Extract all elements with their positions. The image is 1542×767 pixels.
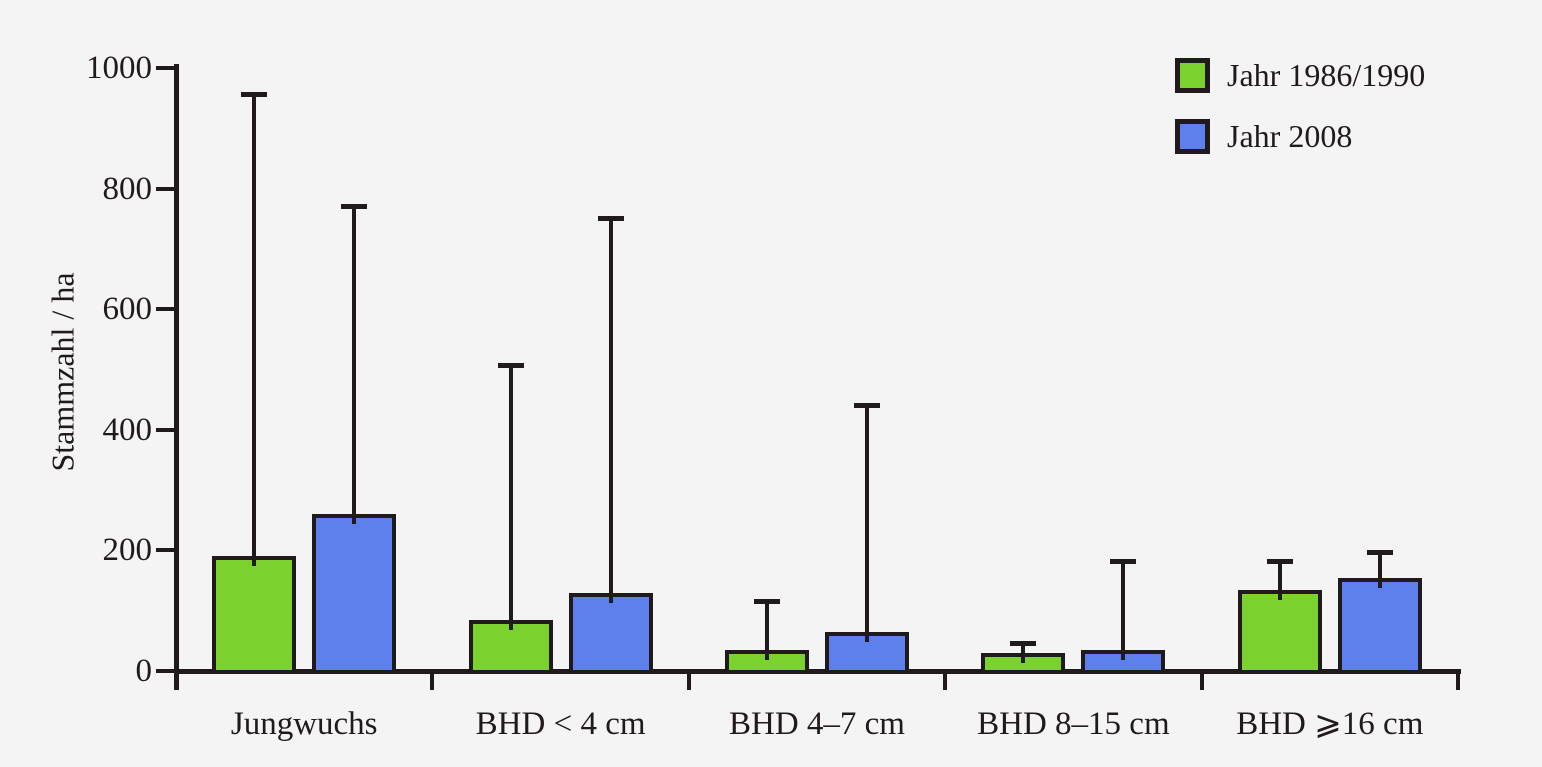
error-bar-cap-jahr-1986-1990 <box>1010 640 1037 646</box>
error-bar-line-jahr-2008 <box>1377 550 1382 588</box>
y-tick-label: 0 <box>135 653 153 689</box>
legend-label-jahr-2008: Jahr 2008 <box>1227 118 1353 154</box>
y-tick-label: 800 <box>102 170 153 207</box>
bar-jahr-2008 <box>1337 577 1422 674</box>
y-tick-label: 200 <box>102 532 153 569</box>
x-category-label: Jungwuchs <box>230 706 378 742</box>
legend: Jahr 1986/1990 Jahr 2008 <box>1175 57 1425 179</box>
x-category-label: BHD < 4 cm <box>475 706 646 742</box>
error-bar-line-jahr-2008 <box>352 203 357 525</box>
error-bar-cap-jahr-1986-1990 <box>241 92 268 98</box>
error-bar-cap-jahr-2008 <box>597 215 624 221</box>
legend-entry-jahr-2008: Jahr 2008 <box>1175 118 1425 155</box>
legend-swatch-jahr-2008 <box>1175 119 1210 154</box>
x-axis-line <box>174 669 1461 674</box>
x-tick <box>686 671 691 690</box>
x-category-label: BHD 4–7 cm <box>728 706 905 742</box>
error-bar-line-jahr-1986-1990 <box>1277 559 1282 600</box>
y-tick <box>156 307 176 312</box>
error-bar-cap-jahr-2008 <box>854 402 880 408</box>
bar-jahr-2008 <box>312 514 397 674</box>
y-tick-label: 1000 <box>86 50 152 86</box>
bar-jahr-2008 <box>825 631 909 674</box>
error-bar-cap-jahr-1986-1990 <box>1266 559 1293 565</box>
x-tick <box>430 671 435 690</box>
bar-jahr-1986-1990 <box>212 556 297 674</box>
error-bar-cap-jahr-2008 <box>1110 559 1137 565</box>
error-bar-line-jahr-2008 <box>1121 559 1126 660</box>
y-axis-line <box>174 64 179 690</box>
y-tick-label: 400 <box>102 411 153 448</box>
error-bar-cap-jahr-1986-1990 <box>497 363 524 369</box>
error-bar-cap-jahr-2008 <box>1366 550 1393 556</box>
bar-jahr-1986-1990 <box>1237 589 1322 674</box>
y-tick <box>156 548 176 553</box>
y-tick <box>156 427 176 432</box>
legend-swatch-jahr-1986-1990 <box>1175 58 1210 93</box>
x-category-label: BHD ⩾16 cm <box>1236 706 1424 742</box>
legend-entry-jahr-1986-1990: Jahr 1986/1990 <box>1175 57 1425 94</box>
error-bar-line-jahr-2008 <box>608 215 613 603</box>
x-tick <box>1199 671 1204 690</box>
error-bar-cap-jahr-1986-1990 <box>754 598 780 604</box>
error-bar-line-jahr-1986-1990 <box>252 92 257 567</box>
error-bar-line-jahr-1986-1990 <box>1021 640 1026 663</box>
y-tick-label: 600 <box>102 291 153 328</box>
x-category-label: BHD 8–15 cm <box>977 706 1170 742</box>
error-bar-line-jahr-1986-1990 <box>508 363 513 630</box>
y-tick <box>156 669 176 673</box>
x-tick <box>943 671 948 690</box>
y-tick <box>156 66 176 70</box>
error-bar-line-jahr-2008 <box>865 402 869 642</box>
legend-label-jahr-1986-1990: Jahr 1986/1990 <box>1227 57 1426 93</box>
y-tick <box>156 186 176 191</box>
x-tick <box>1456 671 1460 690</box>
error-bar-line-jahr-1986-1990 <box>765 598 769 660</box>
bar-jahr-2008 <box>568 592 653 674</box>
error-bar-cap-jahr-2008 <box>341 203 368 209</box>
